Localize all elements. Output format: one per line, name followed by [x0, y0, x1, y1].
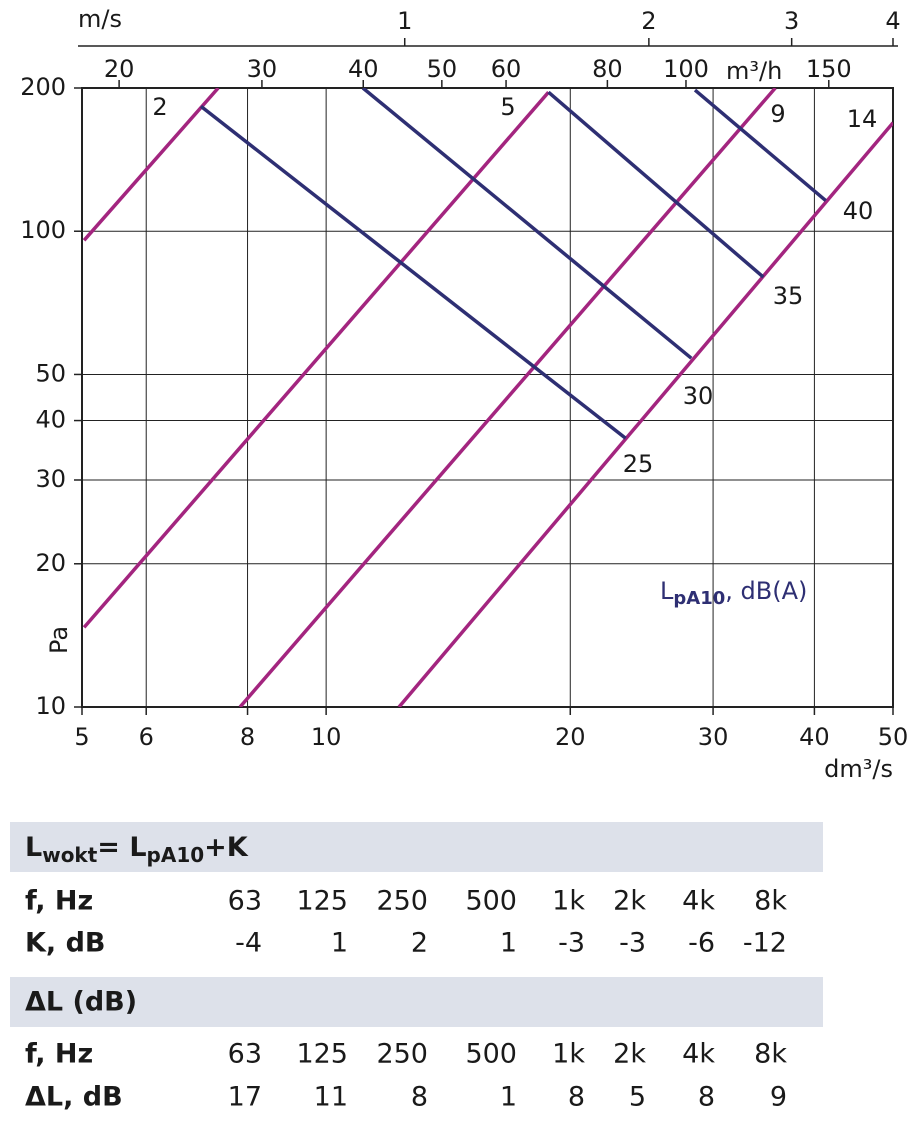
- series-line: [547, 90, 765, 279]
- table-cell: 1k: [552, 1039, 585, 1070]
- table-cell: 8: [698, 1082, 715, 1113]
- x-tick-label: 20: [555, 723, 586, 751]
- x-axis-label: dm³/s: [824, 755, 893, 783]
- y-tick-label: 100: [20, 216, 66, 244]
- annotation-part: , dB(A): [725, 577, 807, 605]
- table-cell: 1: [331, 928, 348, 959]
- x-tick-label: 6: [139, 723, 154, 751]
- table-cell: 2k: [613, 1039, 646, 1070]
- table-header-band: [10, 822, 823, 872]
- table-cell: 1: [500, 928, 517, 959]
- row-label: K, dB: [25, 928, 106, 959]
- top-tick-label: 80: [592, 55, 623, 83]
- top-tick-label: 30: [247, 55, 278, 83]
- top-tick-label: 2: [641, 7, 656, 35]
- plot-frame: [81, 87, 894, 708]
- x-tick-label: 8: [240, 723, 255, 751]
- top-tick-label: 4: [885, 7, 900, 35]
- title-part: L: [25, 832, 42, 863]
- table-cell: 8: [568, 1082, 585, 1113]
- top-tick-label: 50: [427, 55, 458, 83]
- table-cell: -3: [619, 928, 646, 959]
- annotation-part: L: [660, 577, 674, 605]
- series-line: [199, 105, 627, 440]
- series-line: [82, 91, 550, 629]
- x-tick-label: 30: [698, 723, 729, 751]
- title-part: = L: [97, 832, 146, 863]
- table-cell: 250: [376, 1039, 428, 1070]
- series-label: 25: [623, 450, 654, 478]
- table-cell: 125: [296, 886, 348, 917]
- y-tick-label: 40: [35, 406, 66, 434]
- table-title: Lwokt= LpA10+K: [25, 832, 249, 867]
- series-line: [238, 88, 777, 707]
- table-cell: 63: [228, 1039, 262, 1070]
- top-tick-label: 150: [806, 55, 852, 83]
- table-cell: 63: [228, 886, 262, 917]
- table-cell: 125: [296, 1039, 348, 1070]
- table-cell: -6: [688, 928, 715, 959]
- table-cell: 1k: [552, 886, 585, 917]
- series-label: 40: [843, 197, 874, 225]
- table-cell: 8: [411, 1082, 428, 1113]
- table-cell: -3: [558, 928, 585, 959]
- table-cell: 2: [411, 928, 428, 959]
- top-tick-label: 60: [491, 55, 522, 83]
- table-cell: 8k: [754, 886, 787, 917]
- table-cell: 4k: [682, 886, 715, 917]
- x-tick-label: 5: [74, 723, 89, 751]
- top-tick-label: 3: [784, 7, 799, 35]
- top-tick-label: 40: [348, 55, 379, 83]
- table-header-band: [10, 977, 823, 1027]
- y-tick-label: 20: [35, 549, 66, 577]
- table-cell: 11: [314, 1082, 348, 1113]
- top-axis-label: m/s: [78, 5, 122, 33]
- annotation-part: pA10: [673, 588, 725, 609]
- series-label: 14: [847, 105, 878, 133]
- top-tick-label: 100: [663, 55, 709, 83]
- table-cell: -12: [743, 928, 787, 959]
- series-line: [693, 88, 827, 202]
- series-line: [82, 88, 220, 242]
- row-label: f, Hz: [25, 886, 93, 917]
- row-label: f, Hz: [25, 1039, 93, 1070]
- series-line: [361, 88, 693, 360]
- y-axis-label: Pa: [45, 626, 73, 654]
- y-tick-label: 50: [35, 359, 66, 387]
- y-tick-label: 10: [35, 692, 66, 720]
- table-cell: 1: [500, 1082, 517, 1113]
- table-cell: 17: [228, 1082, 262, 1113]
- series-label: 5: [500, 93, 515, 121]
- series-label: 30: [683, 382, 714, 410]
- y-tick-label: 200: [20, 73, 66, 101]
- x-tick-label: 10: [311, 723, 342, 751]
- row-label: ΔL, dB: [25, 1082, 123, 1113]
- table-cell: 2k: [613, 886, 646, 917]
- annotation: LpA10, dB(A): [660, 577, 807, 609]
- y-tick-label: 30: [35, 465, 66, 493]
- table-cell: 5: [629, 1082, 646, 1113]
- series-label: 35: [773, 282, 804, 310]
- title-part: +K: [204, 832, 249, 863]
- table-cell: 500: [465, 886, 517, 917]
- table-cell: 250: [376, 886, 428, 917]
- table-cell: 4k: [682, 1039, 715, 1070]
- table-title: ΔL (dB): [25, 987, 137, 1018]
- table-cell: 500: [465, 1039, 517, 1070]
- series-label: 2: [152, 93, 167, 121]
- x-tick-label: 40: [799, 723, 830, 751]
- table-cell: 9: [770, 1082, 787, 1113]
- top-tick-label: 1: [397, 7, 412, 35]
- top-tick-label: 20: [104, 55, 135, 83]
- table-cell: -4: [235, 928, 262, 959]
- table-cell: 8k: [754, 1039, 787, 1070]
- title-part: wokt: [42, 843, 98, 867]
- series-label: 9: [770, 100, 785, 128]
- title-part: pA10: [147, 843, 205, 867]
- x-tick-label: 50: [878, 723, 909, 751]
- top-axis-label: m³/h: [726, 57, 782, 85]
- series-line: [397, 121, 893, 707]
